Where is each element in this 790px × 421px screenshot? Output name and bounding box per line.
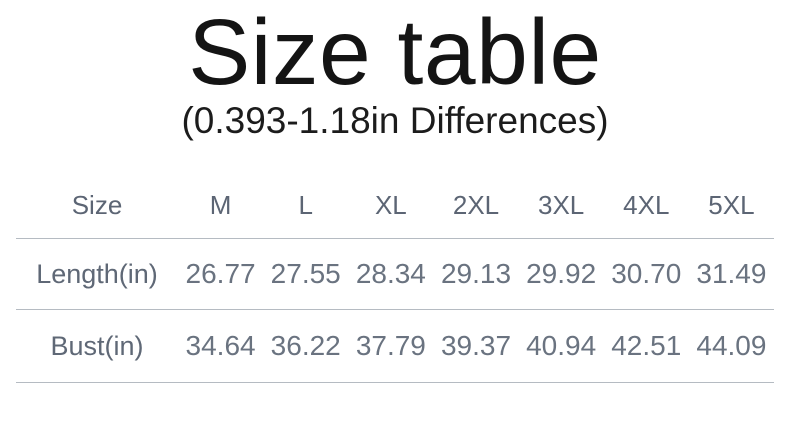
header-row: Size M L XL 2XL 3XL 4XL 5XL [16,173,774,239]
bust-value-3xl: 40.94 [518,309,604,383]
length-value-3xl: 29.92 [518,238,604,310]
bust-value-m: 34.64 [178,309,264,383]
table-row-bust: Bust(in) 34.64 36.22 37.79 39.37 40.94 4… [16,309,774,383]
row-label-bust: Bust(in) [16,309,178,383]
bust-value-5xl: 44.09 [688,309,774,383]
length-value-l: 27.55 [263,238,349,310]
length-value-m: 26.77 [178,238,264,310]
row-label-length: Length(in) [16,238,178,310]
length-value-xl: 28.34 [348,238,434,310]
column-header-3xl: 3XL [518,173,604,239]
bust-value-4xl: 42.51 [603,309,689,383]
length-value-5xl: 31.49 [688,238,774,310]
bust-value-xl: 37.79 [348,309,434,383]
column-header-l: L [263,173,349,239]
page-title: Size table [188,0,602,104]
table-row-length: Length(in) 26.77 27.55 28.34 29.13 29.92… [16,238,774,310]
column-header-5xl: 5XL [688,173,774,239]
column-header-xl: XL [348,173,434,239]
column-header-m: M [178,173,264,239]
bust-value-2xl: 39.37 [433,309,519,383]
column-header-4xl: 4XL [603,173,689,239]
size-table: Size M L XL 2XL 3XL 4XL 5XL Length(in) 2… [16,173,774,383]
column-header-2xl: 2XL [433,173,519,239]
length-value-2xl: 29.13 [433,238,519,310]
column-header-size: Size [16,173,178,239]
page-subtitle: (0.393-1.18in Differences) [181,100,609,141]
length-value-4xl: 30.70 [603,238,689,310]
bust-value-l: 36.22 [263,309,349,383]
